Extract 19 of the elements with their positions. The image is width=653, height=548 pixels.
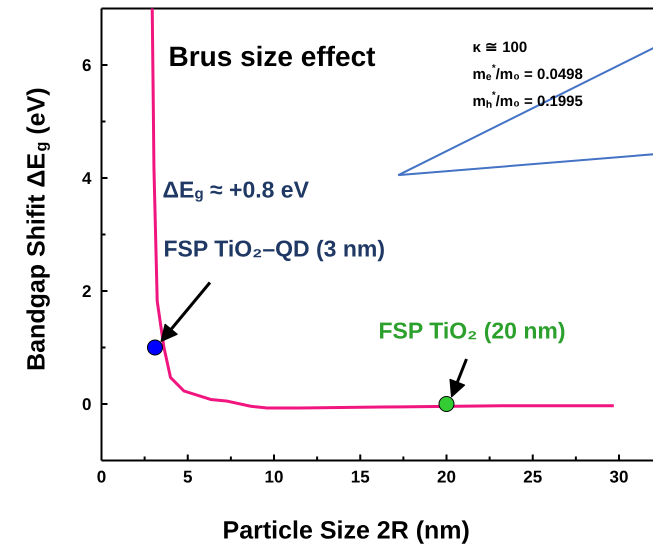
annotation: FSP TiO₂–QD (3 nm) [164,236,386,262]
x-tick-label: 5 [183,468,192,486]
x-tick-label: 10 [264,468,284,486]
y-axis-title: Bandgap Shifit ΔEg (eV) [22,87,50,371]
annotation: Brus size effect [168,41,376,72]
annotation: ΔEg ≈ +0.8 eV [162,176,310,203]
x-tick-label: 15 [350,468,370,486]
annotation: mₑ*/m₀ = 0.0498 [472,63,583,83]
y-tick-label: 4 [82,169,92,188]
x-tick-label: 20 [437,468,456,486]
x-tick-label: 30 [610,468,628,486]
y-tick-label: 0 [82,395,92,414]
x-tick-label: 0 [96,468,106,486]
annotation: κ ≅ 100 [472,39,528,56]
annotation: FSP TiO₂ (20 nm) [378,318,566,344]
y-tick-label: 2 [82,282,92,301]
x-tick-label: 25 [523,468,542,486]
x-axis-title: Particle Size 2R (nm) [222,516,470,544]
y-tick-label: 6 [82,56,92,75]
